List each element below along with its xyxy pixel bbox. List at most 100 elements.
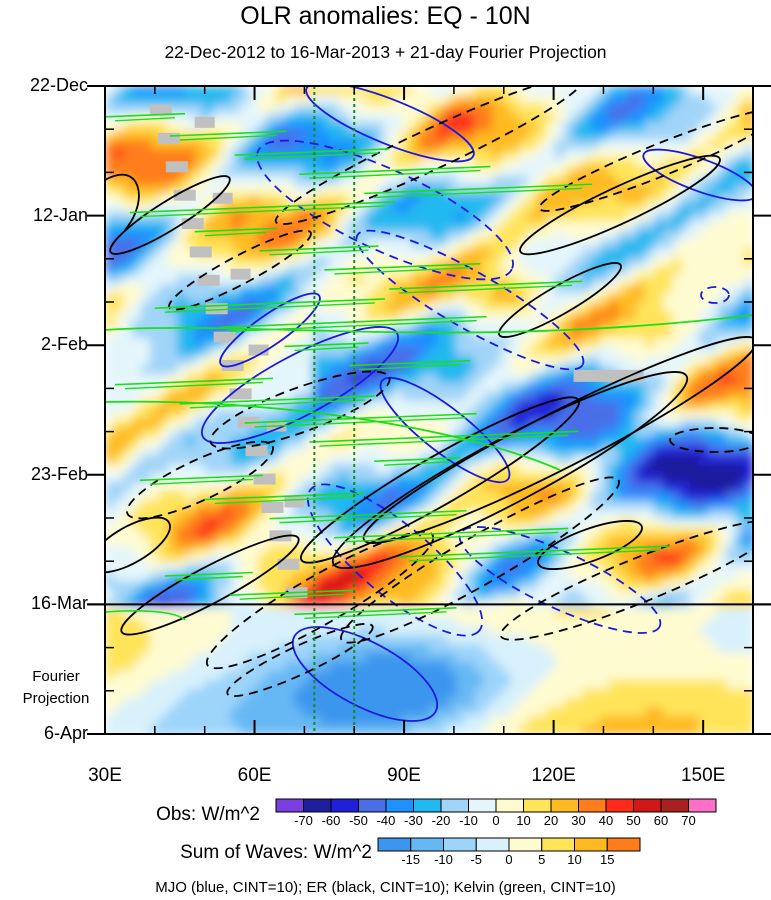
kelvin-contour	[364, 183, 593, 195]
colorbar-tick-label: 70	[681, 813, 696, 828]
colorbar-tick-label: -30	[404, 813, 423, 828]
chart-subtitle: 22-Dec-2012 to 16-Mar-2013 + 21-day Four…	[164, 42, 607, 62]
colorbar-tick-label: 5	[538, 852, 546, 867]
kelvin-contour	[409, 549, 661, 562]
colorbar-tick-label: 50	[626, 813, 641, 828]
er-contour	[499, 519, 753, 641]
colorbar-tick-label: 30	[571, 813, 586, 828]
colorbar-swatch	[440, 798, 469, 813]
kelvin-contour	[269, 509, 467, 520]
y-tick-label: 22-Dec	[29, 75, 88, 95]
colorbar-swatch	[523, 798, 552, 813]
kelvin-contour	[279, 514, 457, 524]
colorbar-swatch	[377, 837, 412, 852]
colorbar-tick-label: -10	[459, 813, 478, 828]
colorbar-tick-label: 40	[598, 813, 614, 828]
colorbar-tick-label: 0	[505, 852, 513, 867]
colorbar-swatch	[410, 837, 444, 852]
colorbar-swatch	[605, 798, 634, 813]
olr-heatmap	[105, 86, 753, 734]
colorbar-tick-label: -60	[321, 813, 341, 828]
kelvin-contour	[229, 589, 355, 596]
colorbar-tick-label: -40	[376, 813, 396, 828]
kelvin-contour	[349, 359, 471, 367]
mjo-contour	[642, 148, 753, 202]
x-tick-label: 90E	[387, 765, 421, 786]
kelvin-contour	[179, 395, 375, 405]
er-contour	[519, 154, 721, 256]
kelvin-contour	[234, 148, 389, 156]
kelvin-contour	[294, 606, 457, 616]
kelvin-contour	[399, 284, 573, 294]
kelvin-contour	[374, 187, 583, 199]
projection-annotation: Fourier Projection	[4, 666, 108, 710]
mjo-contour	[305, 86, 475, 163]
colorbar-tick-label: -5	[470, 852, 483, 867]
plot-frame	[104, 85, 754, 735]
colorbar-swatch	[495, 798, 524, 813]
mjo-contour	[355, 229, 585, 371]
er-contour	[226, 622, 374, 698]
colorbar-tick-label: -15	[401, 852, 421, 867]
mjo-contour	[379, 376, 511, 484]
kelvin-contour	[304, 611, 447, 619]
colorbar-tick-label: 60	[653, 813, 669, 828]
projection-label-line-2: Projection	[22, 690, 90, 707]
kelvin-contour	[389, 280, 583, 290]
kelvin-contour	[309, 169, 481, 179]
kelvin-contour	[164, 571, 253, 577]
colorbar-swatch	[574, 837, 608, 852]
mjo-contour	[219, 292, 321, 368]
kelvin-contour	[105, 400, 561, 471]
colorbar-swatch	[358, 798, 387, 813]
colorbar-tick-label: -50	[349, 813, 368, 828]
er-contour	[105, 173, 140, 231]
kelvin-contour	[334, 527, 569, 539]
er-contour	[331, 371, 689, 569]
er-contour	[109, 175, 231, 255]
colorbar-tick-label: 0	[492, 813, 500, 828]
kelvin-contour	[254, 416, 467, 428]
colorbar-tick-label: 20	[543, 813, 559, 828]
colorbar-swatch	[508, 837, 543, 852]
colorbar-tick-label: -70	[294, 813, 313, 828]
er-contour	[340, 476, 620, 644]
er-contour	[120, 534, 300, 636]
heatmap-cells	[105, 86, 753, 734]
wave-contours	[105, 86, 753, 734]
kelvin-contour	[319, 434, 569, 447]
kelvin-contour	[324, 262, 481, 271]
kelvin-contour	[124, 381, 264, 390]
kelvin-contour	[129, 201, 395, 214]
er-contour	[537, 520, 643, 570]
kelvin-contour	[105, 610, 186, 621]
kelvin-contour	[169, 130, 287, 137]
mjo-contour	[291, 626, 439, 722]
kelvin-contour	[359, 364, 461, 371]
kelvin-contour	[374, 456, 461, 463]
kelvin-contour	[194, 227, 277, 233]
obs-colorbar	[275, 798, 717, 813]
kelvin-contour	[139, 474, 263, 482]
obs-colorbar-label: Obs: W/m^2	[156, 804, 260, 825]
y-tick-label: 16-Mar	[30, 593, 88, 614]
colorbar-swatch	[275, 798, 304, 813]
kelvin-contour	[174, 575, 243, 581]
kelvin-contour	[299, 165, 491, 176]
colorbar-tick-label: 10	[567, 852, 582, 867]
kelvin-contour	[259, 245, 379, 252]
er-contour	[498, 262, 622, 338]
kelvin-contour	[399, 545, 671, 558]
er-contour	[205, 530, 435, 670]
colorbar-tick-label: -20	[431, 813, 451, 828]
colorbar-swatch	[606, 837, 641, 852]
kelvin-contour	[334, 266, 471, 275]
er-contour	[538, 108, 753, 212]
projection-label-line-1: Fourier	[32, 668, 80, 685]
y-tick-label: 6-Apr	[43, 723, 88, 743]
x-tick-label: 150E	[680, 765, 726, 786]
colorbar-tick-label: 15	[600, 852, 615, 867]
colorbar-swatch	[475, 837, 510, 852]
y-tick-label: 12-Jan	[32, 204, 88, 225]
